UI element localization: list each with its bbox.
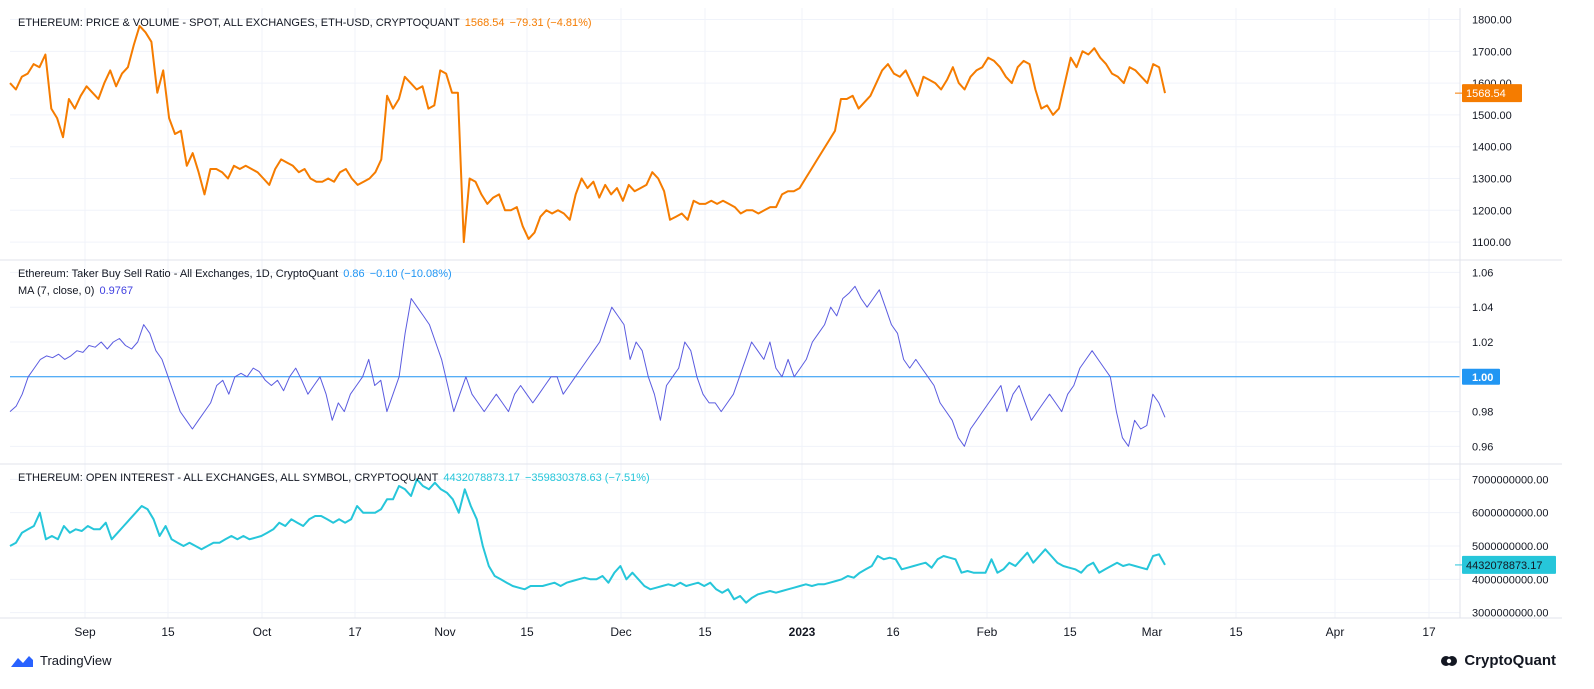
oi-title: ETHEREUM: OPEN INTEREST - ALL EXCHANGES,… xyxy=(18,472,439,484)
ratio-y-tick-label: 1.02 xyxy=(1472,337,1493,349)
price-y-tick-label: 1100.00 xyxy=(1472,237,1511,249)
x-tick-label: 15 xyxy=(698,625,712,639)
x-tick-label: 15 xyxy=(520,625,534,639)
tradingview-logo[interactable]: TradingView xyxy=(10,653,112,668)
oi-y-tick-label: 5000000000.00 xyxy=(1472,541,1548,553)
price-series-line xyxy=(9,24,1166,244)
oi-change: −359830378.63 (−7.51%) xyxy=(524,472,650,484)
cryptoquant-icon xyxy=(1441,655,1458,666)
x-tick-label: Mar xyxy=(1142,625,1163,639)
x-tick-label: 17 xyxy=(348,625,362,639)
ratio-y-tick-label: 0.96 xyxy=(1472,441,1493,453)
ratio-series-line xyxy=(9,285,1166,447)
x-tick-label: Oct xyxy=(253,625,272,639)
baseline-badge xyxy=(1462,368,1500,385)
x-tick-label: 2023 xyxy=(789,625,816,639)
oi-y-tick-label: 6000000000.00 xyxy=(1472,508,1548,520)
ratio-last-value: 0.86 xyxy=(343,268,365,280)
x-tick-label: 17 xyxy=(1422,625,1436,639)
ma-legend: MA (7, close, 0) 0.9767 xyxy=(18,285,135,297)
ratio-change: −0.10 (−10.08%) xyxy=(369,268,452,280)
ratio-y-tick-label: 1.06 xyxy=(1472,267,1493,279)
price-last-value-badge-label: 1568.54 xyxy=(1466,88,1506,100)
x-tick-label: Feb xyxy=(977,625,998,639)
oi-last-value-badge xyxy=(1462,555,1556,574)
ratio-title: Ethereum: Taker Buy Sell Ratio - All Exc… xyxy=(18,268,339,280)
ratio-y-tick-label: 0.98 xyxy=(1472,407,1493,419)
price-y-tick-label: 1200.00 xyxy=(1472,205,1512,217)
price-change: −79.31 (−4.81%) xyxy=(509,17,592,29)
price-labels: 1568.54 1.00 4432078873.17 xyxy=(1455,84,1556,574)
price-y-tick-label: 1300.00 xyxy=(1472,174,1512,186)
cryptoquant-logo: CryptoQuant xyxy=(1440,652,1556,669)
price-last-value: 1568.54 xyxy=(464,17,505,29)
ma-value: 0.9767 xyxy=(99,285,134,297)
series-layer xyxy=(9,24,1460,604)
oi-last-value-badge-label: 4432078873.17 xyxy=(1466,560,1542,572)
oi-series-line xyxy=(9,478,1166,604)
axes-layer: Sep 15 Oct 17 Nov 15 Dec 15 2023 16 Feb 15 Mar 15 Apr 1… xyxy=(0,8,1562,639)
baseline-badge-label: 1.00 xyxy=(1472,372,1493,384)
price-y-tick-label: 1700.00 xyxy=(1472,46,1512,58)
price-y-tick-label: 1800.00 xyxy=(1472,15,1512,27)
oi-legend: ETHEREUM: OPEN INTEREST - ALL EXCHANGES,… xyxy=(18,472,652,484)
x-tick-label: Nov xyxy=(434,625,455,639)
oi-y-tick-label: 3000000000.00 xyxy=(1472,608,1548,620)
price-y-tick-label: 1400.00 xyxy=(1472,142,1512,154)
ratio-legend: Ethereum: Taker Buy Sell Ratio - All Exc… xyxy=(18,268,454,280)
x-tick-label: Dec xyxy=(610,625,631,639)
price-y-tick-label: 1500.00 xyxy=(1472,110,1512,122)
oi-last-value: 4432078873.17 xyxy=(443,472,520,484)
x-tick-label: 16 xyxy=(886,625,900,639)
tradingview-icon xyxy=(11,655,33,667)
ratio-y-tick-label: 1.04 xyxy=(1472,302,1493,314)
price-title: ETHEREUM: PRICE & VOLUME - SPOT, ALL EXC… xyxy=(18,17,460,29)
oi-y-tick-label: 4000000000.00 xyxy=(1472,574,1548,586)
x-tick-label: Sep xyxy=(74,625,96,639)
cryptoquant-label: CryptoQuant xyxy=(1464,652,1556,669)
oi-y-tick-label: 7000000000.00 xyxy=(1472,474,1548,486)
price-last-value-badge xyxy=(1462,84,1522,103)
x-tick-label: 15 xyxy=(1229,625,1243,639)
grid-lines xyxy=(10,8,1460,618)
x-tick-label: 15 xyxy=(161,625,175,639)
price-legend: ETHEREUM: PRICE & VOLUME - SPOT, ALL EXC… xyxy=(18,17,594,29)
ma-label: MA (7, close, 0) xyxy=(18,285,95,297)
x-tick-label: Apr xyxy=(1326,625,1345,639)
x-tick-label: 15 xyxy=(1063,625,1077,639)
tradingview-label: TradingView xyxy=(40,653,112,668)
